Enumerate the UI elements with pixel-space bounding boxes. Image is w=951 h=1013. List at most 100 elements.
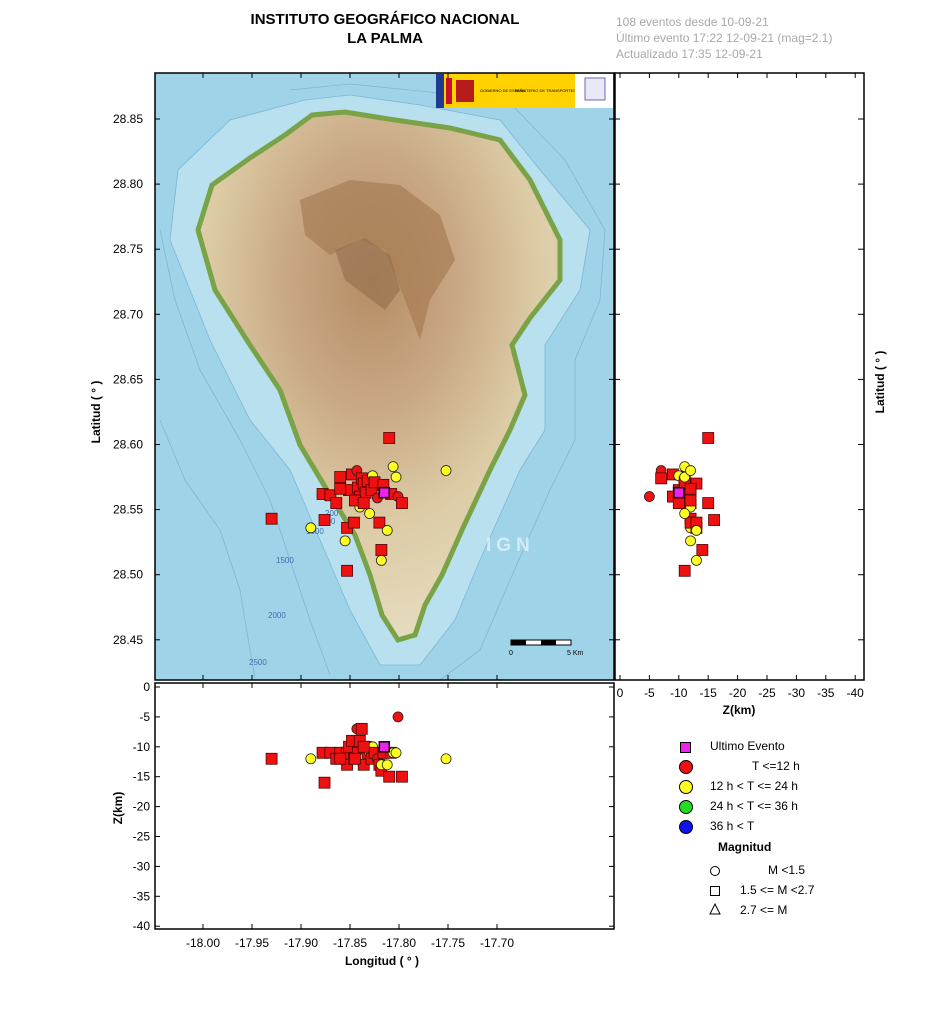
latitude-tick-label: 28.80 <box>113 177 143 191</box>
map-frame <box>154 72 615 681</box>
map-panel: 200 500 1000 1500 2000 2500 IGN 0 5 Km G… <box>154 72 640 681</box>
longitude-tick-label: -17.90 <box>284 936 318 950</box>
depth-tick-label: -25 <box>758 686 776 700</box>
event-marker-map <box>440 465 452 476</box>
latitude-tick-label: 28.65 <box>113 372 143 386</box>
depth-tick-label: -30 <box>133 859 151 873</box>
latitude-tick-label: 28.55 <box>113 503 143 517</box>
depth-tick-label: -35 <box>133 889 151 903</box>
logo-text-left: GOBIERNO DE ESPAÑA <box>480 88 526 93</box>
event-marker-depth-lat <box>685 465 696 476</box>
depth-tick-label: -40 <box>133 919 151 933</box>
event-marker-map <box>378 486 391 499</box>
latitude-tick-label: 28.70 <box>113 307 143 321</box>
event-marker-lon-depth <box>357 758 370 771</box>
scale-end-label: 5 Km <box>567 650 584 657</box>
blue-circle-icon <box>679 820 693 834</box>
legend-label: T <=12 h <box>752 759 800 773</box>
legend-label: 2.7 <= M <box>740 903 788 917</box>
scale-zero-label: 0 <box>509 650 513 657</box>
event-marker-map <box>387 461 399 473</box>
caldera-floor <box>335 238 400 310</box>
bathy-label-2000: 2000 <box>268 611 286 620</box>
event-marker-depth-lat <box>655 472 668 485</box>
event-marker-map <box>265 512 278 525</box>
depth-tick-label: -35 <box>817 686 835 700</box>
event-marker-depth-lat <box>684 482 697 495</box>
red-circle-icon <box>679 760 693 774</box>
scale-bar: 0 5 Km <box>509 639 584 657</box>
event-marker-map <box>341 564 353 577</box>
event-marker-map <box>357 497 370 509</box>
event-marker-lon-depth <box>381 759 393 771</box>
yellow-circle-icon <box>679 780 693 794</box>
event-marker-map <box>375 544 388 556</box>
event-marker-depth-lat <box>702 432 715 444</box>
event-marker-map <box>390 471 402 483</box>
bathymetry-line-1 <box>289 83 606 680</box>
caldera-ridge <box>300 180 455 340</box>
legend-label: Ultimo Evento <box>710 739 785 753</box>
event-marker-map <box>373 516 386 529</box>
depth-tick-label: -40 <box>847 686 865 700</box>
island-land <box>195 109 563 643</box>
event-marker-depth-lat <box>696 544 709 556</box>
latitude-tick-label: 28.85 <box>113 112 143 126</box>
latitude-tick-label: 28.50 <box>113 568 143 582</box>
bathy-label-2500: 2500 <box>249 658 267 667</box>
longitude-tick-label: -17.85 <box>333 936 367 950</box>
longitude-tick-label: -17.95 <box>235 936 269 950</box>
longitude-tick-label: -18.00 <box>186 936 220 950</box>
legend-label: 1.5 <= M <2.7 <box>740 883 815 897</box>
event-marker-depth-lat <box>685 535 696 547</box>
depth-tick-label: -20 <box>729 686 747 700</box>
depth-tick-label: 0 <box>143 680 150 694</box>
bathy-label-1000: 1000 <box>306 527 324 536</box>
event-marker-map <box>330 497 343 509</box>
event-marker-depth-lat <box>673 486 685 499</box>
latitude-axis-label: Latitud ( ° ) <box>89 381 103 444</box>
event-marker-map <box>334 471 347 483</box>
event-marker-depth-lat <box>691 525 702 536</box>
event-marker-depth-lat <box>678 564 691 577</box>
depth-tick-label: -15 <box>133 770 151 784</box>
event-marker-lon-depth <box>355 722 368 735</box>
depth-latitude-panel <box>614 72 865 681</box>
green-circle-icon <box>679 800 693 814</box>
event-marker-map <box>383 432 396 444</box>
event-marker-depth-lat <box>679 508 691 519</box>
info-updated: Actualizado 17:35 12-09-21 <box>616 47 763 61</box>
longitude-tick-label: -17.70 <box>480 936 514 950</box>
legend-label: 12 h < T <= 24 h <box>710 779 798 793</box>
event-marker-map <box>334 482 347 495</box>
depth-tick-label: -25 <box>133 830 151 844</box>
longitude-tick-label: -17.80 <box>382 936 416 950</box>
legend-label: 24 h < T <= 36 h <box>710 799 798 813</box>
depth-axis-label-right: Z(km) <box>723 703 756 717</box>
event-marker-lon-depth <box>305 753 317 765</box>
depth-tick-label: -15 <box>700 686 718 700</box>
depth-tick-label: -30 <box>788 686 806 700</box>
event-marker-lon-depth <box>341 758 353 771</box>
depth-tick-label: 0 <box>617 686 624 700</box>
event-marker-map <box>339 535 351 547</box>
bathy-label-1500: 1500 <box>276 556 294 565</box>
government-logo: GOBIERNO DE ESPAÑA MINISTERIO DE TRANSPO… <box>436 74 640 108</box>
event-marker-map <box>375 554 387 566</box>
latitude-tick-label: 28.45 <box>113 633 143 647</box>
latitude-tick-label: 28.75 <box>113 242 143 256</box>
triangle-outline-icon <box>709 902 721 915</box>
info-events: 108 eventos desde 10-09-21 <box>616 15 769 29</box>
event-marker-map <box>364 508 376 519</box>
event-marker-map <box>305 522 317 534</box>
depth-tick-label: -10 <box>133 740 151 754</box>
event-marker-map <box>318 514 331 526</box>
bathymetry-line-2 <box>159 229 331 676</box>
event-marker-lon-depth <box>390 747 402 759</box>
event-marker-depth-lat <box>644 491 655 502</box>
ign-watermark: IGN <box>486 535 535 556</box>
legend-label: M <1.5 <box>768 863 806 877</box>
depth-tick-label: -5 <box>644 686 655 700</box>
event-marker-lon-depth <box>396 770 408 783</box>
